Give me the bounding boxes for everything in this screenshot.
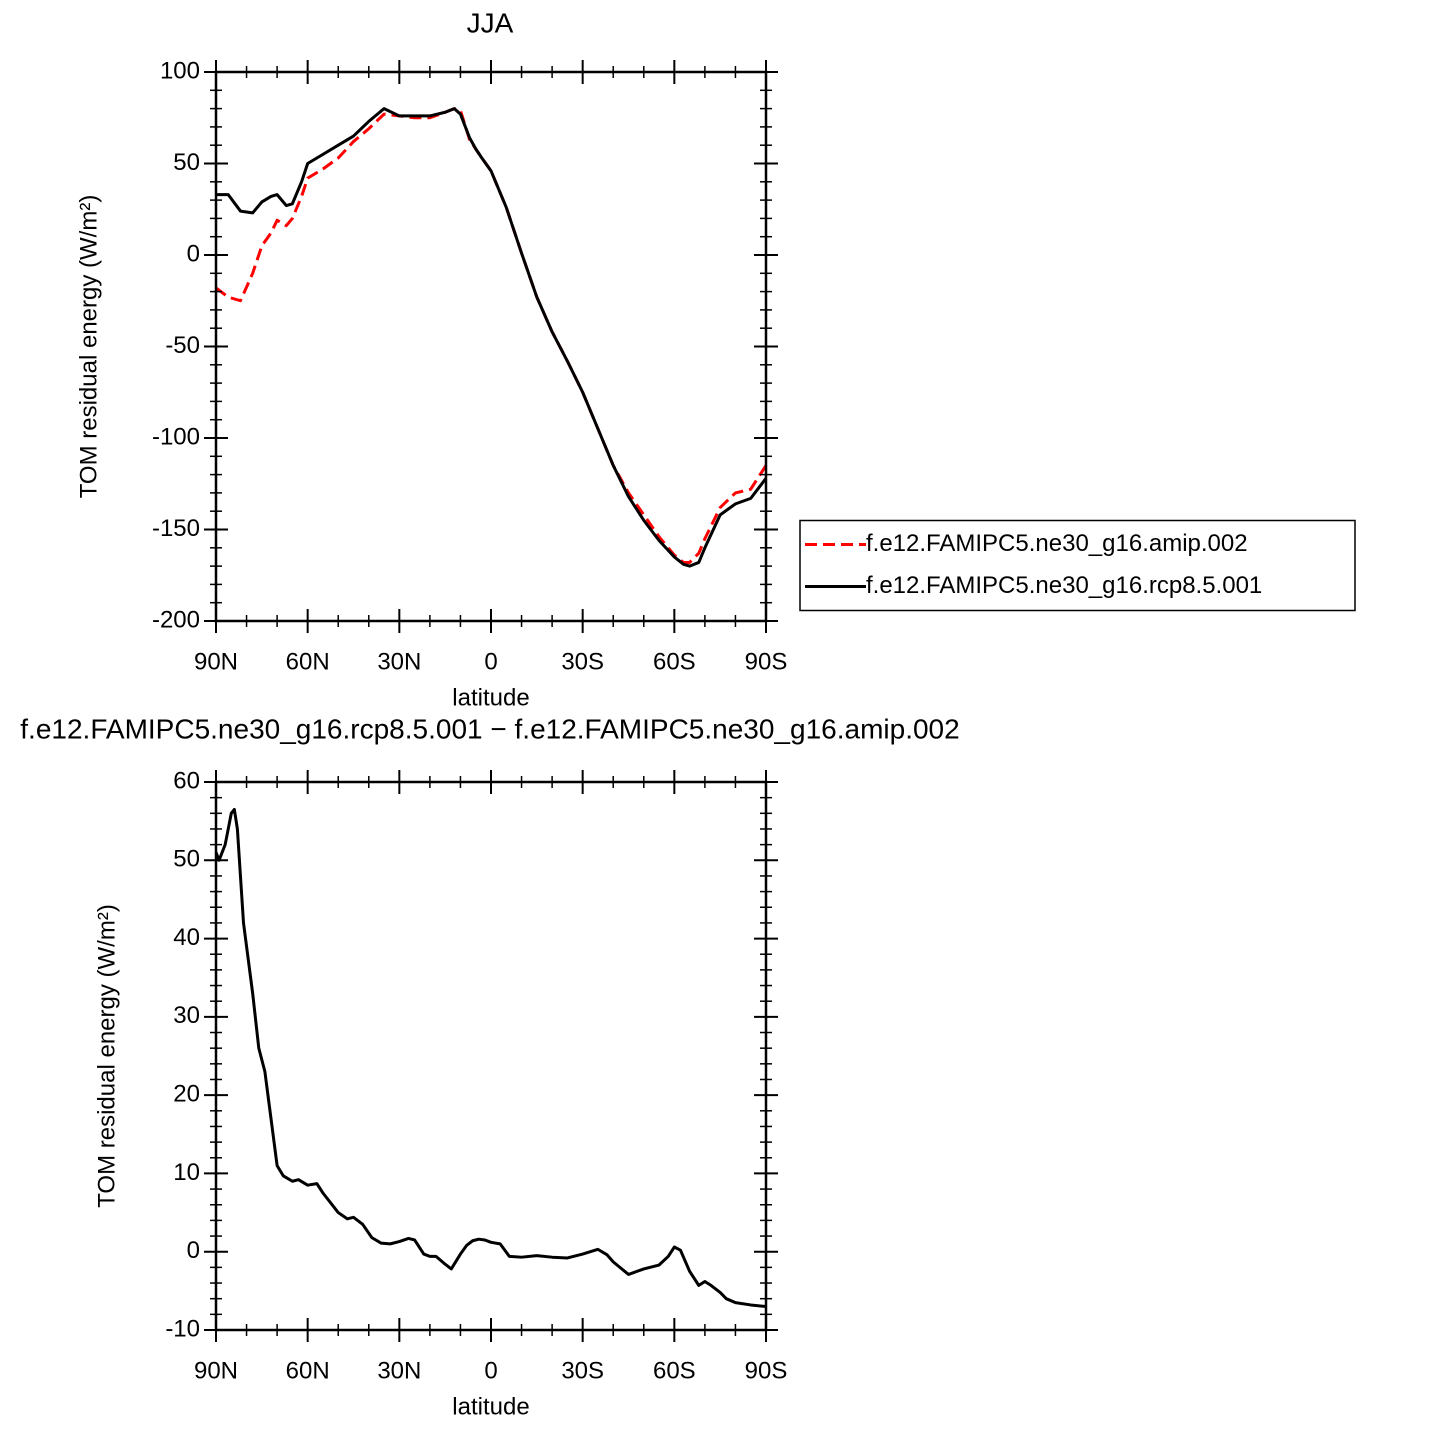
y-tick-label: 20 xyxy=(173,1080,200,1107)
x-axis-label: latitude xyxy=(452,1393,529,1420)
x-tick-label: 0 xyxy=(484,648,497,675)
x-tick-label: 60N xyxy=(286,648,330,675)
y-tick-label: -200 xyxy=(152,606,200,633)
y-tick-label: -50 xyxy=(165,332,200,359)
y-tick-label: 40 xyxy=(173,924,200,951)
chart-title: f.e12.FAMIPC5.ne30_g16.rcp8.5.001 − f.e1… xyxy=(20,713,959,744)
y-tick-label: 0 xyxy=(187,240,200,267)
data-line xyxy=(215,107,768,564)
y-tick-label: 50 xyxy=(173,846,200,873)
x-tick-label: 30S xyxy=(561,1357,604,1384)
y-axis-label: TOM residual energy (W/m²) xyxy=(75,195,102,499)
data-line xyxy=(214,807,767,1309)
y-tick-label: 10 xyxy=(173,1159,200,1186)
y-tick-label: -10 xyxy=(165,1315,200,1342)
x-tick-label: 0 xyxy=(484,1357,497,1384)
x-tick-label: 60N xyxy=(286,1357,330,1384)
y-tick-label: -100 xyxy=(152,423,200,450)
y-tick-label: 0 xyxy=(187,1237,200,1264)
chart-title: JJA xyxy=(467,7,514,38)
x-tick-label: 90N xyxy=(194,648,238,675)
legend-label: f.e12.FAMIPC5.ne30_g16.rcp8.5.001 xyxy=(866,572,1262,599)
legend-box xyxy=(799,519,1356,612)
x-tick-label: 30N xyxy=(377,1357,421,1384)
x-tick-label: 90S xyxy=(745,648,788,675)
x-tick-label: 90S xyxy=(745,1357,788,1384)
data-line xyxy=(216,107,768,568)
y-tick-label: 100 xyxy=(160,57,200,84)
y-tick-label: -150 xyxy=(152,515,200,542)
legend-label: f.e12.FAMIPC5.ne30_g16.amip.002 xyxy=(866,530,1248,557)
y-tick-label: 60 xyxy=(173,767,200,794)
x-axis-label: latitude xyxy=(452,684,529,711)
x-tick-label: 30S xyxy=(561,648,604,675)
x-tick-label: 30N xyxy=(377,648,421,675)
x-tick-label: 60S xyxy=(653,648,696,675)
x-tick-label: 60S xyxy=(653,1357,696,1384)
y-axis-label: TOM residual energy (W/m²) xyxy=(93,904,120,1208)
x-tick-label: 90N xyxy=(194,1357,238,1384)
y-tick-label: 30 xyxy=(173,1002,200,1029)
plot-frame xyxy=(214,780,768,1332)
y-tick-label: 50 xyxy=(173,149,200,176)
plot-frame xyxy=(214,70,768,623)
